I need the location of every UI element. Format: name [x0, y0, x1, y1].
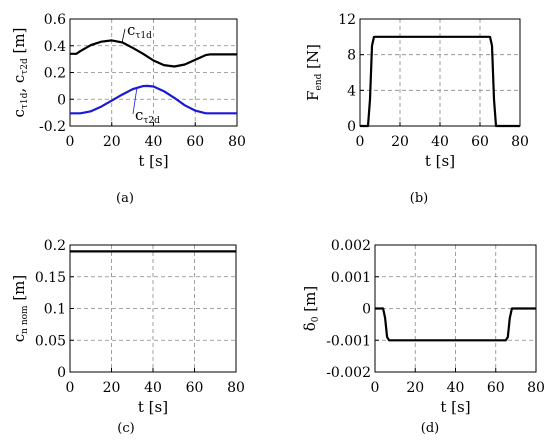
y-tick-label: 12 [338, 12, 356, 28]
x-tick-label: 40 [144, 380, 162, 396]
y-axis-label: cτ1d, cτ2d [m] [10, 28, 30, 118]
y-tick-label: 0 [57, 365, 66, 381]
series-label-2: cτ2d [135, 106, 160, 126]
x-tick-label: 80 [527, 380, 545, 396]
x-axis-label: t [s] [440, 398, 470, 416]
series-line-1 [360, 35, 520, 128]
y-tick-label: 0 [362, 302, 371, 318]
y-tick-label: 0 [347, 119, 356, 135]
y-tick-label: -0.2 [39, 119, 66, 135]
y-tick-label: -0.002 [326, 365, 371, 381]
x-tick-label: 20 [406, 380, 424, 396]
x-axis-label: t [s] [138, 398, 168, 416]
y-tick-label: -0.001 [326, 333, 371, 349]
y-tick-label: 0.001 [331, 270, 371, 286]
y-tick-label: 0.2 [44, 238, 66, 254]
series-line-1 [70, 39, 237, 68]
y-tick-label: 0.05 [35, 333, 66, 349]
x-tick-label: 0 [356, 134, 365, 150]
series-label-leader [121, 28, 126, 42]
series-line-2 [70, 84, 237, 115]
series-line-1 [375, 307, 536, 342]
series-label-leader [132, 88, 138, 115]
x-tick-label: 20 [103, 380, 121, 396]
chart-panel-3: 0 20 40 60 80 0 0.05 0.1 0.15 0.2 t [s] cn nom [m] (… [10, 238, 245, 436]
x-axis-label: t [s] [138, 152, 168, 170]
x-tick-label: 60 [487, 380, 505, 396]
y-tick-label: 0.2 [44, 66, 66, 82]
y-tick-label: 0.1 [44, 302, 66, 318]
x-axis-label: t [s] [425, 152, 455, 170]
y-axis-label: Fend [N] [304, 44, 324, 101]
x-tick-label: 0 [66, 380, 75, 396]
x-tick-label: 0 [66, 134, 75, 150]
x-tick-label: 40 [447, 380, 465, 396]
y-axis-label: cn nom [m] [10, 275, 30, 343]
x-tick-label: 40 [145, 134, 163, 150]
panel-caption: (d) [421, 421, 439, 436]
x-tick-label: 60 [471, 134, 489, 150]
y-tick-label: 0.002 [331, 238, 371, 254]
x-tick-label: 20 [103, 134, 121, 150]
x-tick-label: 40 [431, 134, 449, 150]
panel-caption: (c) [117, 421, 134, 436]
y-tick-label: 4 [347, 83, 356, 99]
x-tick-label: 80 [511, 134, 529, 150]
panel-caption: (b) [410, 191, 428, 206]
y-tick-label: 0.4 [44, 39, 66, 55]
y-axis-label: δ0 [m] [301, 286, 321, 331]
chart-panel-2: 0 20 40 60 80 0 4 8 12 t [s] Fend [N] (b) [304, 12, 529, 206]
y-tick-label: 8 [347, 48, 356, 64]
series-label-1: cτ1d [127, 21, 152, 41]
x-tick-label: 60 [186, 380, 204, 396]
chart-panel-1: 0 20 40 60 80-0.200.20.40.6t [s]cτ1d, cτ2d [… [10, 12, 246, 206]
panel-caption: (a) [116, 191, 134, 206]
y-tick-label: 0.15 [35, 270, 66, 286]
chart-panel-4: 0 20 40 60 80 -0.002 -0.001 0 0.001 0.002 t [s] δ0 … [301, 238, 545, 436]
x-tick-label: 20 [391, 134, 409, 150]
y-tick-label: 0.6 [44, 12, 66, 28]
y-tick-label: 0 [57, 92, 66, 108]
x-tick-label: 0 [371, 380, 380, 396]
x-tick-label: 60 [186, 134, 204, 150]
x-tick-label: 80 [227, 380, 245, 396]
x-tick-label: 80 [228, 134, 246, 150]
